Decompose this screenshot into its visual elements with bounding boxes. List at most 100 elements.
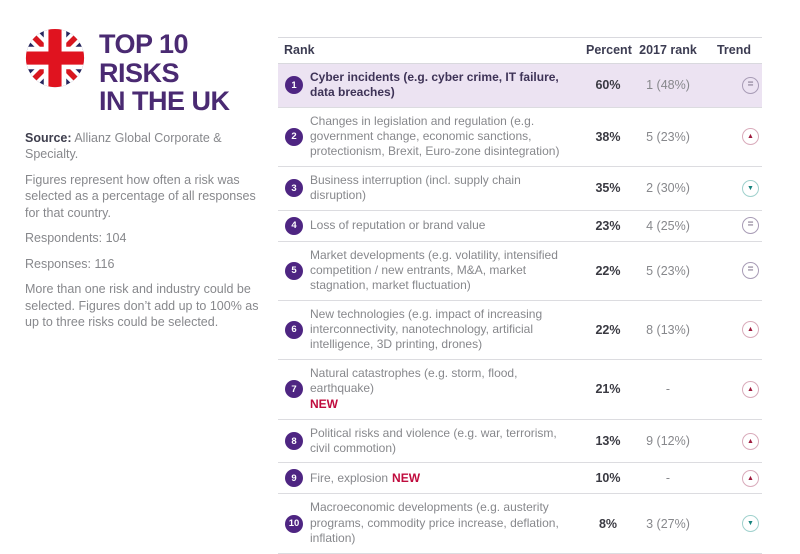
risk-table-body: 1 Cyber incidents (e.g. cyber crime, IT … <box>278 64 762 554</box>
rank-badge-cell: 4 <box>278 216 310 235</box>
new-badge: NEW <box>310 397 338 412</box>
percent-value: 8% <box>598 516 618 531</box>
rank-badge-cell: 8 <box>278 432 310 451</box>
rank-2017-value: 1 (48%) <box>646 78 690 93</box>
table-row: 6 New technologies (e.g. impact of incre… <box>278 301 762 360</box>
trend-cell: ▲ <box>706 128 762 146</box>
rank-badge: 10 <box>285 514 303 533</box>
rank-badge-cell: 1 <box>278 76 310 95</box>
table-row: 3 Business interruption (incl. supply ch… <box>278 167 762 211</box>
percent-value: 22% <box>595 263 621 278</box>
percent-value: 60% <box>595 78 621 93</box>
trend-cell: ▲ <box>706 432 762 450</box>
risk-text: New technologies (e.g. impact of increas… <box>310 306 543 352</box>
rank-2017-value: 3 (27%) <box>646 516 690 531</box>
risk-text: Political risks and violence (e.g. war, … <box>310 425 557 456</box>
rank-badge: 6 <box>285 320 303 339</box>
trend-down-icon: ▼ <box>742 179 759 197</box>
rank-badge: 3 <box>285 179 303 198</box>
rank-2017-value: 2 (30%) <box>646 181 690 196</box>
percent-value: 23% <box>595 218 621 233</box>
header-rank: Rank <box>284 43 315 57</box>
table-row: 4 Loss of reputation or brand value 23% … <box>278 211 762 242</box>
risk-table: Rank Percent 2017 rank Trend 1 Cyber inc… <box>278 37 762 554</box>
risk-description-cell: Changes in legislation and regulation (e… <box>310 114 586 160</box>
page-title: TOP 10 RISKS IN THE UK <box>99 28 270 116</box>
trend-up-icon: ▲ <box>742 380 759 398</box>
table-row: 8 Political risks and violence (e.g. war… <box>278 420 762 464</box>
brand-row: TOP 10 RISKS IN THE UK <box>25 28 270 116</box>
risk-text: Fire, explosion <box>310 470 389 485</box>
rank-2017-value: 4 (25%) <box>646 218 690 233</box>
trend-cell: ▲ <box>706 321 762 339</box>
trend-cell: ▼ <box>706 179 762 197</box>
risk-description-cell: Political risks and violence (e.g. war, … <box>310 426 586 457</box>
rank-2017-value: 5 (23%) <box>646 129 690 144</box>
table-row: 10 Macroeconomic developments (e.g. aust… <box>278 494 762 554</box>
trend-cell: ▲ <box>706 469 762 487</box>
responses-text: Responses: 116 <box>25 256 115 271</box>
trend-equal-icon: = <box>742 217 759 235</box>
percent-value: 22% <box>595 322 621 337</box>
table-header-row: Rank Percent 2017 rank Trend <box>278 37 762 64</box>
uk-flag-icon <box>25 28 85 88</box>
table-row: 1 Cyber incidents (e.g. cyber crime, IT … <box>278 64 762 108</box>
percent-value: 38% <box>595 129 621 144</box>
rank-badge: 4 <box>285 216 303 235</box>
source-paragraph: Source: Allianz Global Corporate & Speci… <box>25 130 270 163</box>
infographic-canvas: TOP 10 RISKS IN THE UK Source: Allianz G… <box>25 28 762 554</box>
rank-badge-cell: 6 <box>278 320 310 339</box>
header-trend: Trend <box>716 43 752 57</box>
trend-up-icon: ▲ <box>742 469 759 487</box>
rank-2017-value: - <box>665 382 671 397</box>
rank-2017-value: 9 (12%) <box>646 434 690 449</box>
rank-badge: 1 <box>285 76 303 95</box>
respondents-text: Respondents: 104 <box>25 231 127 246</box>
risk-description-cell: New technologies (e.g. impact of increas… <box>310 307 586 353</box>
trend-up-icon: ▲ <box>742 432 759 450</box>
trend-down-icon: ▼ <box>742 515 759 532</box>
sidebar: TOP 10 RISKS IN THE UK Source: Allianz G… <box>25 28 270 340</box>
trend-equal-icon: = <box>742 262 759 280</box>
trend-up-icon: ▲ <box>742 321 759 339</box>
sidebar-notes: Source: Allianz Global Corporate & Speci… <box>25 130 270 331</box>
trend-up-icon: ▲ <box>742 128 759 146</box>
trend-cell: = <box>706 76 762 94</box>
risk-description-cell: Fire, explosion NEW <box>310 471 586 486</box>
risk-description-cell: Natural catastrophes (e.g. storm, flood,… <box>310 366 586 413</box>
table-row: 2 Changes in legislation and regulation … <box>278 108 762 167</box>
table-row: 7 Natural catastrophes (e.g. storm, floo… <box>278 360 762 420</box>
percent-value: 21% <box>595 382 621 397</box>
percent-value: 35% <box>595 181 621 196</box>
header-2017-rank: 2017 rank <box>639 43 697 57</box>
note-text: More than one risk and industry could be… <box>25 282 259 330</box>
table-row: 5 Market developments (e.g. volatility, … <box>278 242 762 301</box>
risk-text: Loss of reputation or brand value <box>310 217 486 232</box>
rank-badge: 5 <box>285 261 303 280</box>
rank-badge-cell: 5 <box>278 261 310 280</box>
source-text: Allianz Global Corporate & Specialty. <box>25 130 222 162</box>
rank-2017-value: 5 (23%) <box>646 263 690 278</box>
new-badge: NEW <box>392 470 421 485</box>
source-label: Source: <box>25 130 72 145</box>
trend-cell: = <box>706 262 762 280</box>
risk-text: Market developments (e.g. volatility, in… <box>310 247 558 293</box>
rank-2017-value: - <box>665 471 671 486</box>
percent-value: 10% <box>595 471 621 486</box>
trend-cell: ▲ <box>706 380 762 398</box>
table-row: 9 Fire, explosion NEW 10% - ▲ <box>278 463 762 495</box>
page-title-line1: TOP 10 RISKS <box>99 29 189 88</box>
rank-2017-value: 8 (13%) <box>646 322 690 337</box>
risk-text: Macroeconomic developments (e.g. austeri… <box>310 500 559 546</box>
trend-cell: ▼ <box>706 515 762 532</box>
rank-badge: 2 <box>285 127 303 146</box>
rank-badge: 7 <box>285 380 303 399</box>
page-title-line2: IN THE UK <box>99 86 230 117</box>
risk-description-cell: Business interruption (incl. supply chai… <box>310 173 586 204</box>
rank-badge-cell: 2 <box>278 127 310 146</box>
header-percent: Percent <box>586 43 632 57</box>
risk-text: Changes in legislation and regulation (e… <box>310 113 560 159</box>
risk-text: Cyber incidents (e.g. cyber crime, IT fa… <box>310 70 559 100</box>
risk-description-cell: Macroeconomic developments (e.g. austeri… <box>310 500 586 546</box>
trend-cell: = <box>706 217 762 235</box>
